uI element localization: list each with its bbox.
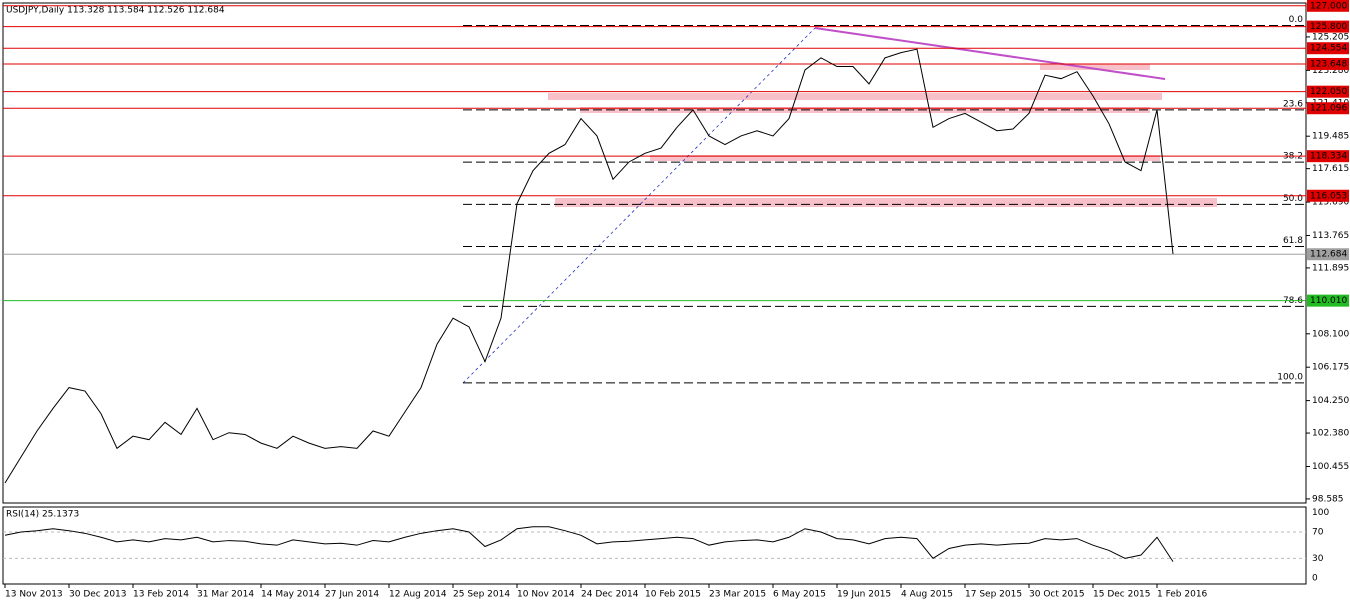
y-tick-label: 117.615 bbox=[1312, 164, 1349, 174]
price-label: 127.000 bbox=[1310, 1, 1347, 11]
x-tick-label: 1 Feb 2016 bbox=[1157, 590, 1208, 600]
zone bbox=[548, 93, 1162, 100]
price-box bbox=[1307, 20, 1349, 33]
x-tick-label: 19 Jun 2015 bbox=[837, 590, 891, 600]
x-tick-label: 13 Feb 2014 bbox=[133, 590, 189, 600]
x-tick-label: 10 Feb 2015 bbox=[645, 590, 701, 600]
x-tick-label: 15 Dec 2015 bbox=[1093, 590, 1151, 600]
y-tick-label: 111.895 bbox=[1312, 263, 1349, 273]
main-panel bbox=[2, 2, 1307, 504]
rsi-tick-label: 100 bbox=[1312, 508, 1329, 518]
rsi-title: RSI(14) 25.1373 bbox=[6, 510, 79, 520]
price-box bbox=[1307, 42, 1349, 55]
zone bbox=[1040, 64, 1150, 70]
x-tick-label: 31 Mar 2014 bbox=[197, 590, 254, 600]
price-box bbox=[1307, 294, 1349, 307]
chart-title: USDJPY,Daily 113.328 113.584 112.526 112… bbox=[6, 6, 225, 16]
price-label: 116.053 bbox=[1310, 191, 1347, 201]
price-line bbox=[4, 48, 1174, 484]
zones bbox=[548, 64, 1217, 207]
fib-label: 100.0 bbox=[1277, 372, 1303, 382]
y-tick-label: 102.380 bbox=[1312, 429, 1349, 439]
rsi-line bbox=[4, 526, 1174, 562]
x-tick-label: 6 May 2015 bbox=[773, 590, 826, 600]
price-label: 112.684 bbox=[1310, 250, 1347, 260]
x-tick-label: 23 Mar 2015 bbox=[709, 590, 766, 600]
rsi-tick-label: 0 bbox=[1312, 574, 1318, 584]
price-box bbox=[1307, 189, 1349, 202]
trendline bbox=[814, 27, 1166, 80]
zone bbox=[580, 107, 1150, 113]
x-tick-label: 24 Dec 2014 bbox=[581, 590, 639, 600]
price-box bbox=[1307, 150, 1349, 163]
y-tick-label: 119.485 bbox=[1312, 132, 1349, 142]
fib-trendline bbox=[462, 27, 816, 384]
price-label: 110.010 bbox=[1310, 296, 1347, 306]
y-tick-label: 113.765 bbox=[1312, 231, 1349, 241]
fib-label: 61.8 bbox=[1283, 236, 1303, 246]
y-tick-label: 123.280 bbox=[1312, 66, 1349, 76]
price-label: 118.334 bbox=[1310, 152, 1347, 162]
rsi-panel bbox=[2, 506, 1307, 585]
fib-label: 23.6 bbox=[1283, 99, 1303, 109]
price-label: 125.800 bbox=[1310, 22, 1347, 32]
x-tick-label: 17 Sep 2015 bbox=[965, 590, 1022, 600]
y-tick-label: 115.690 bbox=[1312, 198, 1349, 208]
rsi-tick-label: 70 bbox=[1312, 528, 1324, 538]
price-label: 122.050 bbox=[1310, 87, 1347, 97]
price-label: 124.554 bbox=[1310, 44, 1347, 54]
price-box bbox=[1307, 0, 1349, 12]
fib-label: 50.0 bbox=[1283, 194, 1303, 204]
y-tick-label: 125.205 bbox=[1312, 32, 1349, 42]
x-tick-label: 13 Nov 2013 bbox=[5, 590, 63, 600]
price-label: 121.096 bbox=[1310, 104, 1347, 114]
x-tick-label: 25 Sep 2014 bbox=[453, 590, 510, 600]
price-box bbox=[1307, 248, 1349, 261]
price-label: 123.648 bbox=[1310, 59, 1347, 69]
x-tick-label: 14 May 2014 bbox=[261, 590, 320, 600]
x-tick-label: 30 Oct 2015 bbox=[1029, 590, 1085, 600]
price-box bbox=[1307, 85, 1349, 98]
zone bbox=[555, 198, 1217, 207]
y-tick-label: 106.175 bbox=[1312, 363, 1349, 373]
price-box bbox=[1307, 102, 1349, 115]
price-box bbox=[1307, 57, 1349, 70]
y-tick-label: 98.585 bbox=[1312, 494, 1344, 504]
y-tick-label: 100.455 bbox=[1312, 462, 1349, 472]
zone bbox=[650, 155, 1160, 161]
x-tick-label: 10 Nov 2014 bbox=[517, 590, 575, 600]
x-tick-label: 27 Jun 2014 bbox=[325, 590, 379, 600]
y-tick-label: 108.100 bbox=[1312, 329, 1349, 339]
rsi-tick-label: 30 bbox=[1312, 554, 1324, 564]
y-tick-label: 104.250 bbox=[1312, 396, 1349, 406]
fib-label: 0.0 bbox=[1289, 15, 1304, 25]
x-tick-label: 30 Dec 2013 bbox=[69, 590, 127, 600]
x-tick-label: 4 Aug 2015 bbox=[901, 590, 953, 600]
x-tick-label: 12 Aug 2014 bbox=[389, 590, 447, 600]
